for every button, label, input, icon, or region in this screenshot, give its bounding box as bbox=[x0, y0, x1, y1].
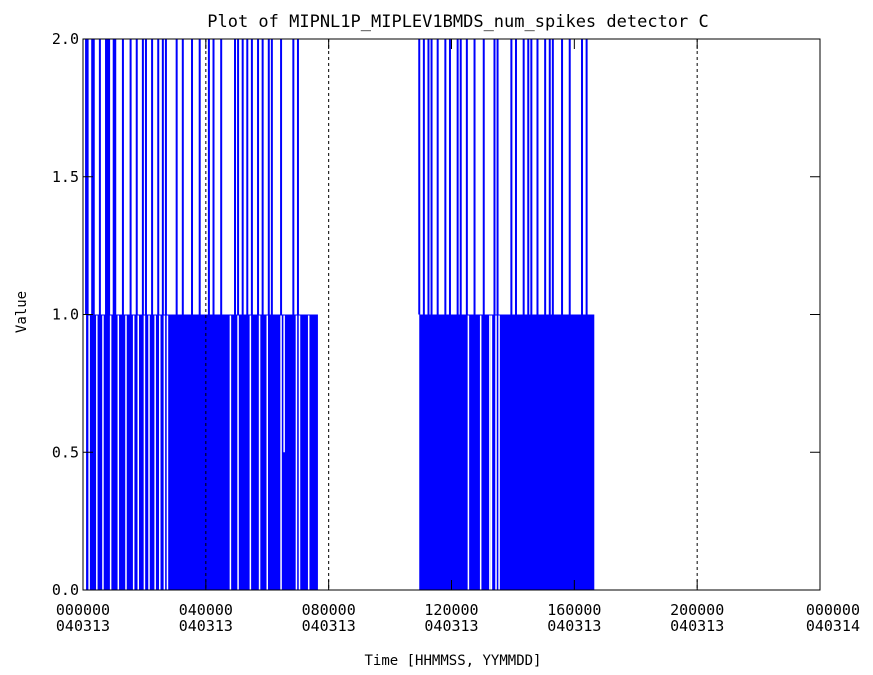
tick-labels: 0.00.51.01.52.00000000403130400000403130… bbox=[52, 30, 860, 635]
x-tick-label-date: 040313 bbox=[56, 617, 110, 635]
x-tick-label-time: 000000 bbox=[806, 601, 860, 619]
x-tick-label-time: 080000 bbox=[302, 601, 356, 619]
x-tick-label-time: 200000 bbox=[670, 601, 724, 619]
data-block-0 bbox=[86, 314, 318, 590]
x-axis-label: Time [HHMMSS, YYMMDD] bbox=[364, 653, 541, 669]
x-tick-label-date: 040313 bbox=[424, 617, 478, 635]
axes bbox=[82, 38, 821, 591]
data-block-1 bbox=[419, 314, 595, 590]
y-tick-label: 1.5 bbox=[52, 168, 79, 186]
x-tick-label-date: 040313 bbox=[179, 617, 233, 635]
x-tick-label-time: 160000 bbox=[547, 601, 601, 619]
x-tick-label-time: 120000 bbox=[424, 601, 478, 619]
y-tick-label: 0.0 bbox=[52, 581, 79, 599]
plot-area bbox=[85, 39, 595, 590]
chart-title: Plot of MIPNL1P_MIPLEV1BMDS_num_spikes d… bbox=[207, 12, 709, 32]
gridlines bbox=[205, 39, 698, 590]
y-tick-label: 0.5 bbox=[52, 443, 79, 461]
x-tick-label-date: 040313 bbox=[302, 617, 356, 635]
x-tick-label-time: 040000 bbox=[179, 601, 233, 619]
y-tick-label: 1.0 bbox=[52, 306, 79, 324]
x-tick-label-date: 040313 bbox=[670, 617, 724, 635]
x-tick-label-date: 040314 bbox=[806, 617, 860, 635]
y-tick-label: 2.0 bbox=[52, 30, 79, 48]
x-tick-label-time: 000000 bbox=[56, 601, 110, 619]
x-tick-label-date: 040313 bbox=[547, 617, 601, 635]
y-axis-label: Value bbox=[14, 291, 30, 333]
